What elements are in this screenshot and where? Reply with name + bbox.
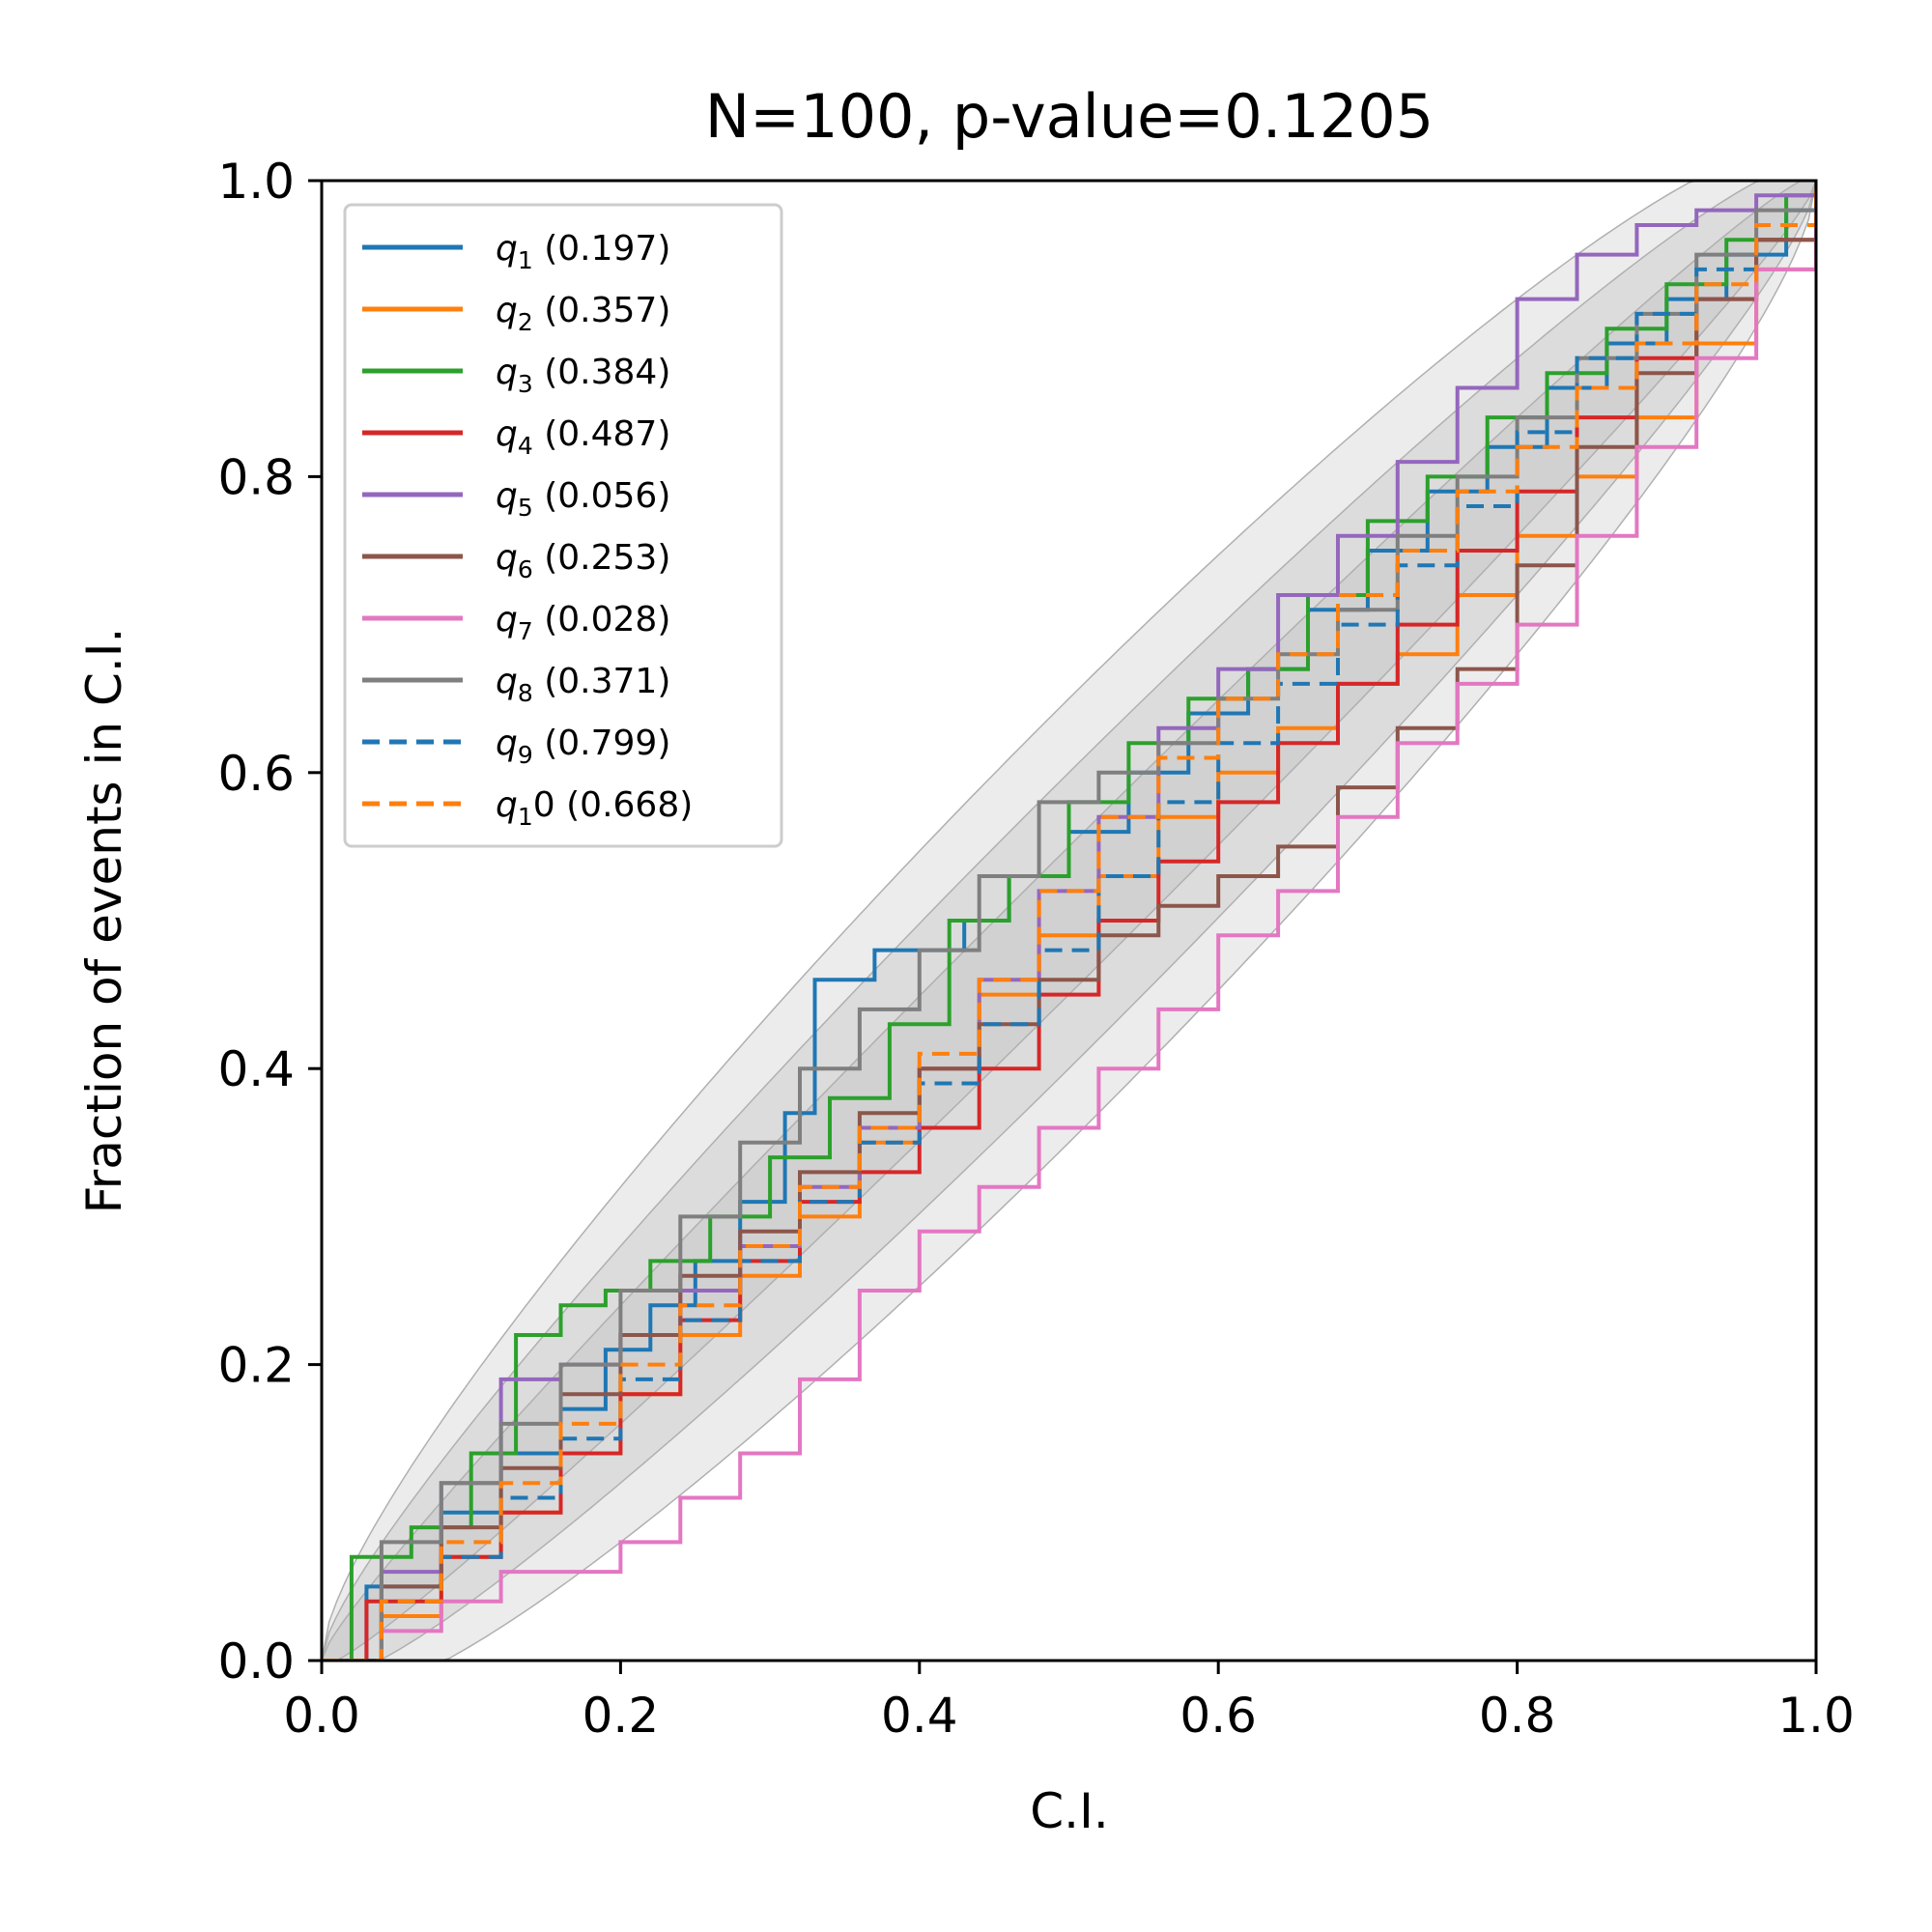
x-tick-label: 0.2 bbox=[582, 1688, 660, 1744]
legend-box bbox=[343, 203, 783, 848]
chart-title: N=100, p-value=0.1205 bbox=[705, 81, 1434, 152]
x-tick-label: 1.0 bbox=[1777, 1688, 1855, 1744]
series-lines bbox=[322, 181, 1816, 1661]
legend-entry-label: q7 (0.028) bbox=[496, 600, 670, 645]
y-tick-label: 1.0 bbox=[217, 154, 295, 210]
legend: q1 (0.197) q2 (0.357) q3 (0.384) q4 (0.487)… bbox=[343, 203, 783, 848]
y-axis-label: Fraction of events in C.I. bbox=[76, 628, 132, 1214]
legend-entry-label: q2 (0.357) bbox=[496, 291, 670, 336]
legend-entry-label: q9 (0.799) bbox=[496, 724, 670, 769]
x-axis-ticks: 0.0 0.2 0.4 0.6 0.8 1.0 bbox=[283, 1661, 1855, 1744]
legend-entry-label: q1 (0.197) bbox=[496, 229, 670, 274]
legend-entry-label: q4 (0.487) bbox=[496, 414, 670, 460]
x-tick-label: 0.0 bbox=[283, 1688, 360, 1744]
x-axis-label: C.I. bbox=[1030, 1783, 1108, 1839]
legend-entry-label: q3 (0.384) bbox=[496, 353, 670, 398]
y-tick-label: 0.2 bbox=[217, 1338, 295, 1394]
x-tick-label: 0.6 bbox=[1179, 1688, 1257, 1744]
y-tick-label: 0.4 bbox=[217, 1041, 295, 1097]
y-axis-ticks: 0.0 0.2 0.4 0.6 0.8 1.0 bbox=[217, 154, 322, 1690]
series-line-7 bbox=[322, 181, 1816, 1661]
legend-entry-label: q8 (0.371) bbox=[496, 662, 670, 707]
legend-entry-label: q5 (0.056) bbox=[496, 476, 670, 522]
series-line-3 bbox=[322, 181, 1816, 1661]
x-tick-label: 0.8 bbox=[1479, 1688, 1556, 1744]
y-tick-label: 0.8 bbox=[217, 449, 295, 505]
series-line-6 bbox=[322, 181, 1816, 1661]
plot-frame bbox=[320, 179, 1818, 1662]
y-tick-label: 0.0 bbox=[217, 1634, 295, 1690]
series-line-8 bbox=[322, 181, 1816, 1661]
y-tick-label: 0.6 bbox=[217, 746, 295, 802]
series-line-10 bbox=[322, 181, 1816, 1661]
x-tick-label: 0.4 bbox=[881, 1688, 958, 1744]
legend-entry-label: q10 (0.668) bbox=[496, 785, 693, 831]
legend-entry-label: q6 (0.253) bbox=[496, 538, 670, 583]
